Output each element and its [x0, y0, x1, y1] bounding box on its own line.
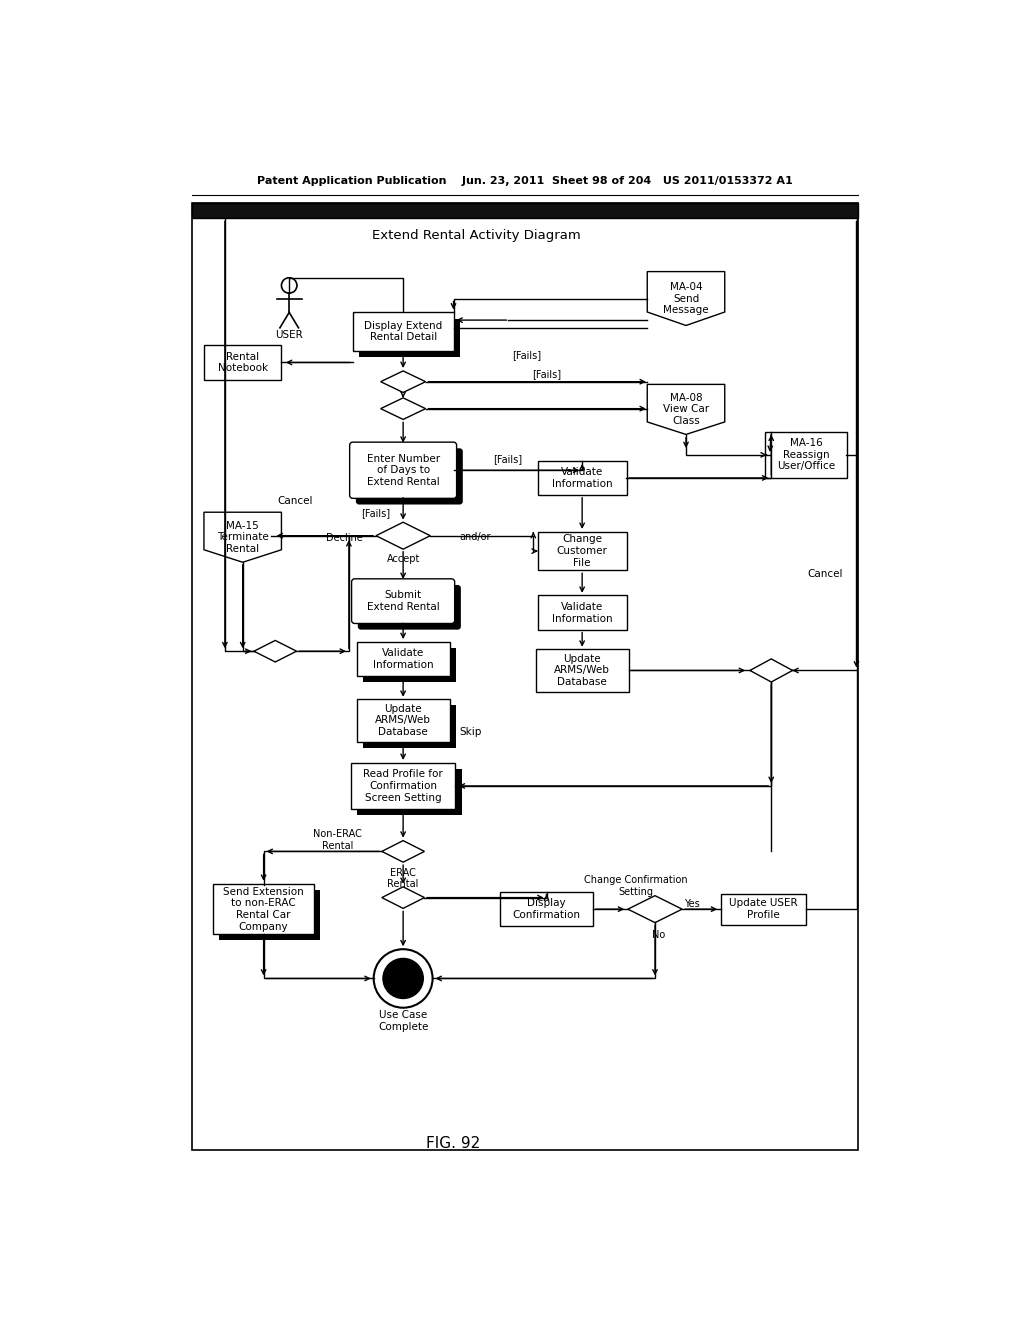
Text: [Fails]: [Fails]: [531, 370, 561, 379]
Bar: [538, 595, 627, 630]
Bar: [359, 318, 460, 358]
Bar: [500, 892, 593, 927]
Text: MA-08
View Car
Class: MA-08 View Car Class: [663, 393, 709, 426]
Text: Display Extend
Rental Detail: Display Extend Rental Detail: [364, 321, 442, 342]
Text: Decline: Decline: [326, 533, 362, 543]
Text: ERAC
Rental: ERAC Rental: [387, 867, 419, 890]
Bar: [538, 461, 627, 495]
Text: Extend Rental Activity Diagram: Extend Rental Activity Diagram: [373, 228, 582, 242]
Bar: [765, 432, 847, 478]
Bar: [351, 763, 456, 809]
Bar: [721, 894, 806, 924]
Text: Update
ARMS/Web
Database: Update ARMS/Web Database: [375, 704, 431, 737]
Text: No: No: [652, 929, 666, 940]
FancyBboxPatch shape: [349, 442, 457, 499]
Bar: [357, 770, 462, 816]
Text: Change
Customer
File: Change Customer File: [557, 535, 607, 568]
Text: Update
ARMS/Web
Database: Update ARMS/Web Database: [554, 653, 610, 686]
Text: Read Profile for
Confirmation
Screen Setting: Read Profile for Confirmation Screen Set…: [364, 770, 443, 803]
Text: FIG. 92: FIG. 92: [426, 1137, 480, 1151]
Polygon shape: [382, 887, 424, 908]
Text: Send Extension
to non-ERAC
Rental Car
Company: Send Extension to non-ERAC Rental Car Co…: [223, 887, 304, 932]
Polygon shape: [204, 512, 282, 562]
Text: [Fails]: [Fails]: [513, 350, 542, 360]
Text: USER: USER: [275, 330, 303, 341]
Text: Enter Number
of Days to
Extend Rental: Enter Number of Days to Extend Rental: [367, 454, 439, 487]
Bar: [356, 642, 450, 676]
Polygon shape: [376, 523, 430, 549]
Text: Cancel: Cancel: [276, 496, 312, 506]
Text: Change Confirmation
Setting: Change Confirmation Setting: [584, 875, 687, 896]
Text: Update USER
Profile: Update USER Profile: [729, 899, 798, 920]
Text: Validate
Information: Validate Information: [552, 602, 612, 623]
Polygon shape: [647, 384, 725, 434]
Text: and/or: and/or: [460, 532, 490, 543]
Bar: [219, 890, 321, 940]
Text: Cancel: Cancel: [808, 569, 843, 579]
Text: [Fails]: [Fails]: [494, 454, 522, 463]
Text: Accept: Accept: [386, 554, 420, 564]
Bar: [362, 705, 456, 748]
Text: MA-04
Send
Message: MA-04 Send Message: [664, 282, 709, 315]
Text: Yes: Yes: [684, 899, 699, 908]
Text: Use Case
Complete: Use Case Complete: [378, 1010, 428, 1032]
Text: Non-ERAC
Rental: Non-ERAC Rental: [312, 829, 361, 850]
Bar: [191, 203, 858, 1150]
Text: Skip: Skip: [460, 727, 481, 737]
Text: [Fails]: [Fails]: [361, 508, 390, 517]
Bar: [213, 884, 314, 935]
Text: Validate
Information: Validate Information: [552, 467, 612, 488]
Text: Validate
Information: Validate Information: [373, 648, 433, 669]
Text: Submit
Extend Rental: Submit Extend Rental: [367, 590, 439, 612]
Bar: [536, 649, 629, 692]
Bar: [356, 700, 450, 742]
Polygon shape: [254, 640, 297, 663]
Text: MA-15
Terminate
Rental: MA-15 Terminate Rental: [217, 520, 268, 554]
FancyBboxPatch shape: [351, 578, 455, 623]
Bar: [362, 648, 456, 682]
Text: Rental
Notebook: Rental Notebook: [218, 351, 267, 374]
Bar: [204, 345, 282, 380]
FancyBboxPatch shape: [357, 585, 461, 630]
Polygon shape: [628, 896, 682, 923]
Polygon shape: [647, 272, 725, 326]
Polygon shape: [381, 397, 426, 420]
Polygon shape: [750, 659, 793, 682]
Polygon shape: [381, 371, 426, 392]
Circle shape: [383, 958, 423, 998]
Text: Display
Confirmation: Display Confirmation: [512, 899, 581, 920]
FancyBboxPatch shape: [356, 449, 463, 504]
Bar: [191, 203, 858, 219]
Bar: [352, 313, 454, 351]
Bar: [538, 532, 627, 570]
Polygon shape: [382, 841, 424, 862]
Text: Patent Application Publication    Jun. 23, 2011  Sheet 98 of 204   US 2011/01533: Patent Application Publication Jun. 23, …: [257, 177, 793, 186]
Text: MA-16
Reassign
User/Office: MA-16 Reassign User/Office: [777, 438, 836, 471]
